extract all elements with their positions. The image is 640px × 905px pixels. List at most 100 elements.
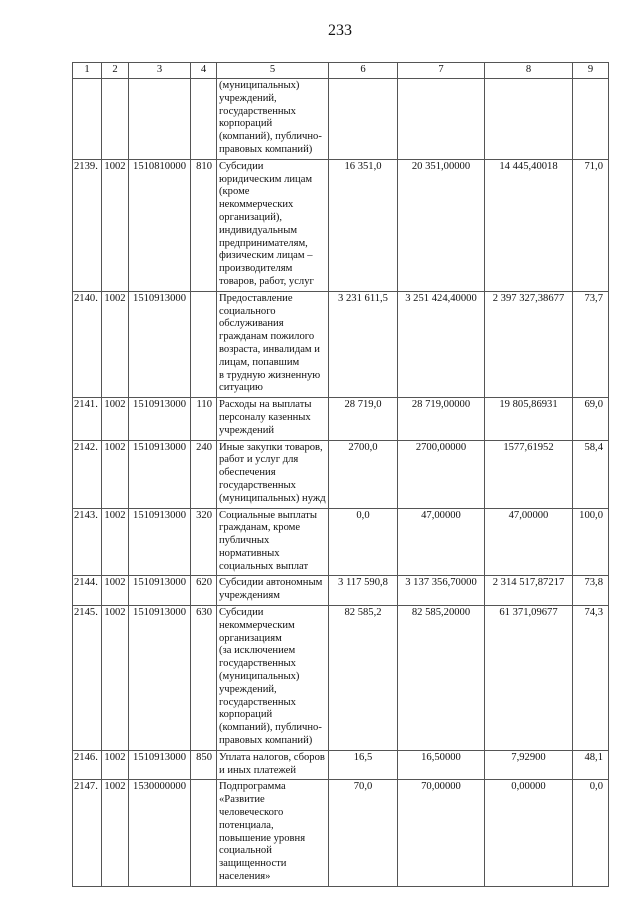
table-row: 2141. 1002 1510913000 110 Расходы на выплаты… xyxy=(72,397,609,441)
header-cell: 8 xyxy=(484,62,573,79)
row-number-cell: 2147. xyxy=(72,779,102,887)
refined-plan-amount-cell: 3 251 424,40000 xyxy=(397,290,485,399)
refined-plan-amount-cell: 82 585,20000 xyxy=(397,605,485,751)
description-cell: Социальные выплаты гражданам, кроме публ… xyxy=(216,507,329,577)
section-code-cell: 1002 xyxy=(101,439,129,509)
row-number-cell: 2139. xyxy=(72,158,102,292)
section-code-cell: 1002 xyxy=(101,779,129,887)
plan-amount-cell: 70,0 xyxy=(328,779,398,887)
target-article-code-cell: 1510913000 xyxy=(128,290,191,399)
header-cell: 7 xyxy=(397,62,485,79)
plan-amount-cell: 2700,0 xyxy=(328,439,398,509)
refined-plan-amount-cell: 20 351,00000 xyxy=(397,158,485,292)
expense-type-code-cell: 810 xyxy=(190,158,217,292)
description-cell: Подпрограмма «Развитие человеческого пот… xyxy=(216,779,329,887)
target-article-code-cell: 1510913000 xyxy=(128,397,191,441)
target-article-code-cell: 1510913000 xyxy=(128,749,191,781)
description-cell: Субсидии юридическим лицам (кроме некомм… xyxy=(216,158,329,292)
target-article-code-cell: 1530000000 xyxy=(128,779,191,887)
table-row: (муниципальных) учреждений, государствен… xyxy=(72,78,609,160)
execution-percent-cell: 69,0 xyxy=(572,397,609,441)
section-code-cell: 1002 xyxy=(101,290,129,399)
target-article-code-cell: 1510913000 xyxy=(128,575,191,607)
executed-amount-cell: 61 371,09677 xyxy=(484,605,573,751)
expense-type-code-cell xyxy=(190,78,217,160)
expense-type-code-cell xyxy=(190,290,217,399)
target-article-code-cell: 1510913000 xyxy=(128,507,191,577)
row-number-cell: 2144. xyxy=(72,575,102,607)
description-cell: Иные закупки товаров, работ и услуг для … xyxy=(216,439,329,509)
header-cell: 2 xyxy=(101,62,129,79)
expense-type-code-cell xyxy=(190,779,217,887)
section-code-cell: 1002 xyxy=(101,605,129,751)
executed-amount-cell: 2 397 327,38677 xyxy=(484,290,573,399)
row-number-cell: 2140. xyxy=(72,290,102,399)
plan-amount-cell: 16 351,0 xyxy=(328,158,398,292)
target-article-code-cell: 1510810000 xyxy=(128,158,191,292)
table-row: 2144. 1002 1510913000 620 Субсидии автономны… xyxy=(72,575,609,607)
expense-type-code-cell: 850 xyxy=(190,749,217,781)
execution-percent-cell: 100,0 xyxy=(572,507,609,577)
section-code-cell: 1002 xyxy=(101,749,129,781)
table-row: 2145. 1002 1510913000 630 Субсидии некоммерч… xyxy=(72,605,609,751)
table-row: 2146. 1002 1510913000 850 Уплата налогов, сб… xyxy=(72,749,609,781)
section-code-cell: 1002 xyxy=(101,507,129,577)
execution-percent-cell: 73,8 xyxy=(572,575,609,607)
row-number-cell: 2145. xyxy=(72,605,102,751)
description-cell: (муниципальных) учреждений, государствен… xyxy=(216,78,329,160)
header-cell: 1 xyxy=(72,62,102,79)
section-code-cell: 1002 xyxy=(101,575,129,607)
expense-type-code-cell: 620 xyxy=(190,575,217,607)
refined-plan-amount-cell: 28 719,00000 xyxy=(397,397,485,441)
plan-amount-cell xyxy=(328,78,398,160)
execution-percent-cell: 0,0 xyxy=(572,779,609,887)
description-cell: Расходы на выплаты персоналу казенных уч… xyxy=(216,397,329,441)
header-cell: 9 xyxy=(572,62,609,79)
executed-amount-cell: 2 314 517,87217 xyxy=(484,575,573,607)
executed-amount-cell: 1577,61952 xyxy=(484,439,573,509)
row-number-cell: 2146. xyxy=(72,749,102,781)
target-article-code-cell: 1510913000 xyxy=(128,605,191,751)
plan-amount-cell: 16,5 xyxy=(328,749,398,781)
column-number-header-row: 1 2 3 4 5 6 7 8 9 xyxy=(72,62,609,79)
header-cell: 3 xyxy=(128,62,191,79)
table-row: 2142. 1002 1510913000 240 Иные закупки товар… xyxy=(72,439,609,509)
page-number: 233 xyxy=(328,22,352,39)
table-row: 2147. 1002 1530000000 Подпрограмма «Развити… xyxy=(72,779,609,887)
refined-plan-amount-cell: 3 137 356,70000 xyxy=(397,575,485,607)
refined-plan-amount-cell: 70,00000 xyxy=(397,779,485,887)
section-code-cell xyxy=(101,78,129,160)
executed-amount-cell: 19 805,86931 xyxy=(484,397,573,441)
executed-amount-cell: 14 445,40018 xyxy=(484,158,573,292)
description-cell: Уплата налогов, сборов и иных платежей xyxy=(216,749,329,781)
execution-percent-cell xyxy=(572,78,609,160)
execution-percent-cell: 58,4 xyxy=(572,439,609,509)
description-cell: Субсидии автономным учреждениям xyxy=(216,575,329,607)
expense-type-code-cell: 240 xyxy=(190,439,217,509)
execution-percent-cell: 71,0 xyxy=(572,158,609,292)
expense-type-code-cell: 110 xyxy=(190,397,217,441)
row-number-cell: 2143. xyxy=(72,507,102,577)
refined-plan-amount-cell xyxy=(397,78,485,160)
table-row: 2143. 1002 1510913000 320 Социальные выплаты… xyxy=(72,507,609,577)
table-row: 2140. 1002 1510913000 Предоставление социал… xyxy=(72,290,609,399)
description-cell: Субсидии некоммерческим организациям (за… xyxy=(216,605,329,751)
refined-plan-amount-cell: 47,00000 xyxy=(397,507,485,577)
expense-type-code-cell: 630 xyxy=(190,605,217,751)
row-number-cell: 2142. xyxy=(72,439,102,509)
target-article-code-cell: 1510913000 xyxy=(128,439,191,509)
section-code-cell: 1002 xyxy=(101,158,129,292)
header-cell: 4 xyxy=(190,62,217,79)
row-number-cell: 2141. xyxy=(72,397,102,441)
budget-table: 1 2 3 4 5 6 7 8 9 (муниципальных) учрежд… xyxy=(72,62,609,887)
refined-plan-amount-cell: 2700,00000 xyxy=(397,439,485,509)
plan-amount-cell: 3 117 590,8 xyxy=(328,575,398,607)
table-row: 2139. 1002 1510810000 810 Субсидии юридическ… xyxy=(72,158,609,292)
plan-amount-cell: 82 585,2 xyxy=(328,605,398,751)
description-cell: Предоставление социального обслуживания … xyxy=(216,290,329,399)
section-code-cell: 1002 xyxy=(101,397,129,441)
header-cell: 5 xyxy=(216,62,329,79)
execution-percent-cell: 74,3 xyxy=(572,605,609,751)
executed-amount-cell xyxy=(484,78,573,160)
plan-amount-cell: 28 719,0 xyxy=(328,397,398,441)
